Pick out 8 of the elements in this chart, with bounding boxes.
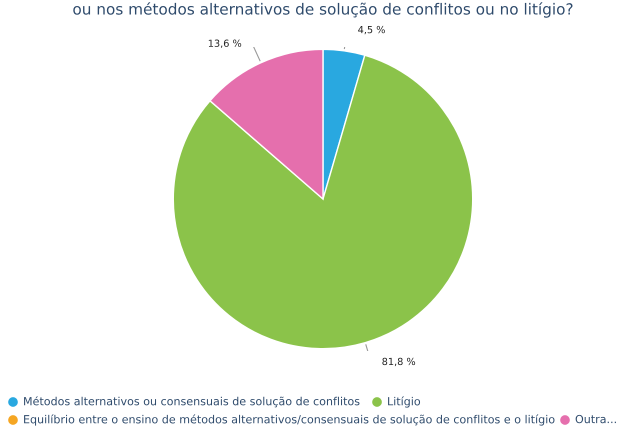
legend-label: Outra... [576, 414, 616, 424]
legend-label: Métodos alternativos ou consensuais de solução de conflitos [24, 396, 360, 408]
chart-title: ou nos métodos alternativos de solução de conflitos ou no litígio? [73, 2, 573, 18]
legend-label: Litígio [388, 396, 420, 408]
legend-label: Equilíbrio entre o ensino de métodos alternativos/consensuais de solução de conflitos e o litígio [24, 414, 554, 426]
data-label: 81,8 % [382, 358, 416, 366]
data-label: 4,5 % [358, 26, 385, 34]
data-label: 13,6 % [208, 40, 242, 48]
